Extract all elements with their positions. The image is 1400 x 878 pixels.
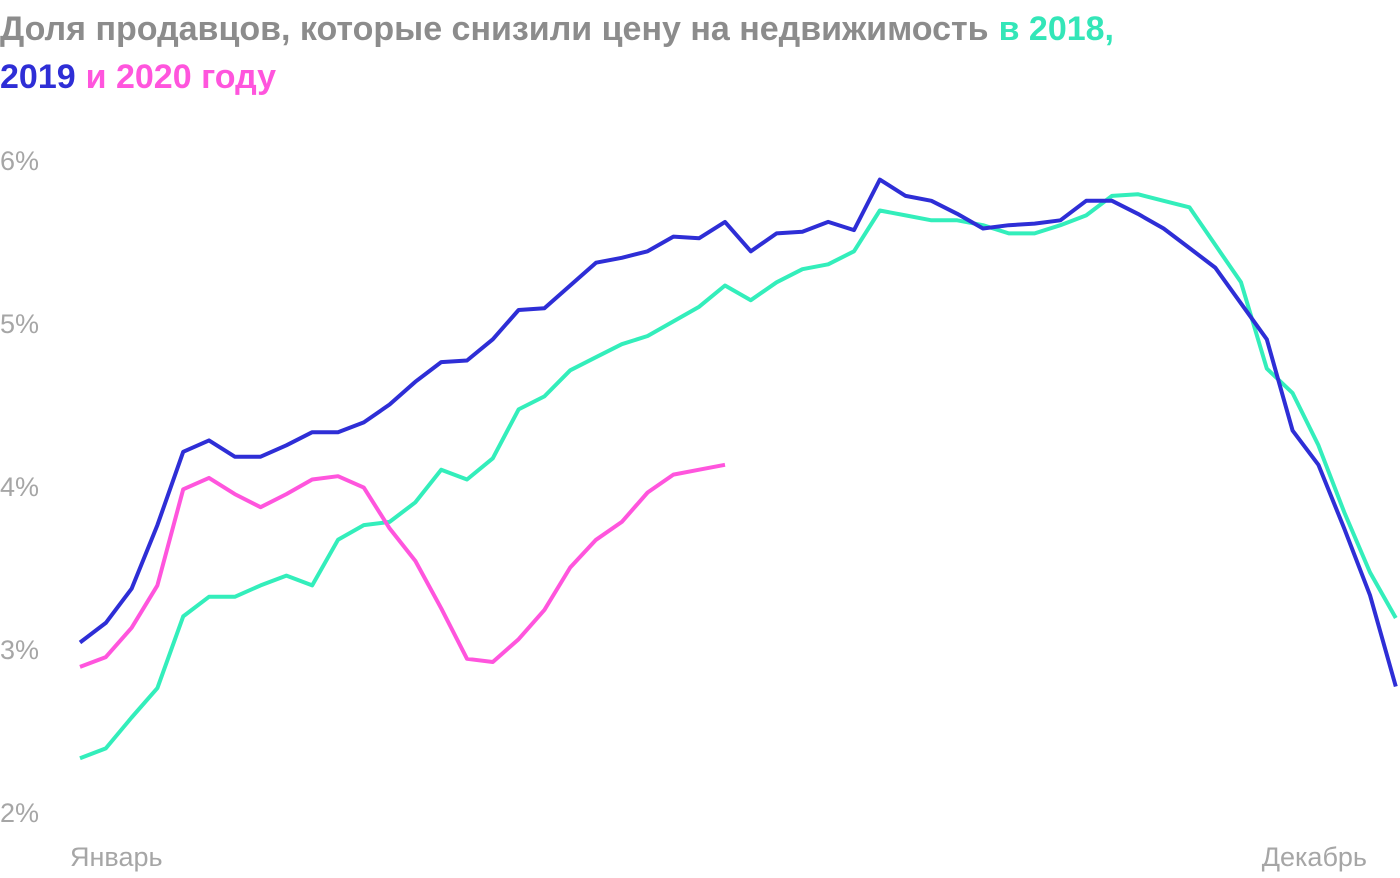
- y-tick-label: 6%: [0, 146, 39, 176]
- y-tick-label: 5%: [0, 309, 39, 339]
- chart-title: Доля продавцов, которые снизили цену на …: [0, 10, 1114, 48]
- y-tick-label: 3%: [0, 635, 39, 665]
- series-line: [79, 462, 726, 669]
- x-tick-label: Январь: [70, 842, 163, 872]
- series-line: [79, 192, 1398, 761]
- series-line: [78, 177, 1398, 688]
- title-part: и 2020 году: [86, 58, 276, 96]
- title-part: в 2018,: [999, 10, 1114, 48]
- title-part: 2019: [0, 58, 76, 96]
- chart-title: 2019 и 2020 году: [0, 58, 276, 96]
- y-tick-label: 2%: [0, 798, 39, 828]
- x-tick-label: Декабрь: [1262, 842, 1367, 872]
- y-tick-label: 4%: [0, 472, 39, 502]
- title-part: Доля продавцов, которые снизили цену на …: [0, 10, 989, 48]
